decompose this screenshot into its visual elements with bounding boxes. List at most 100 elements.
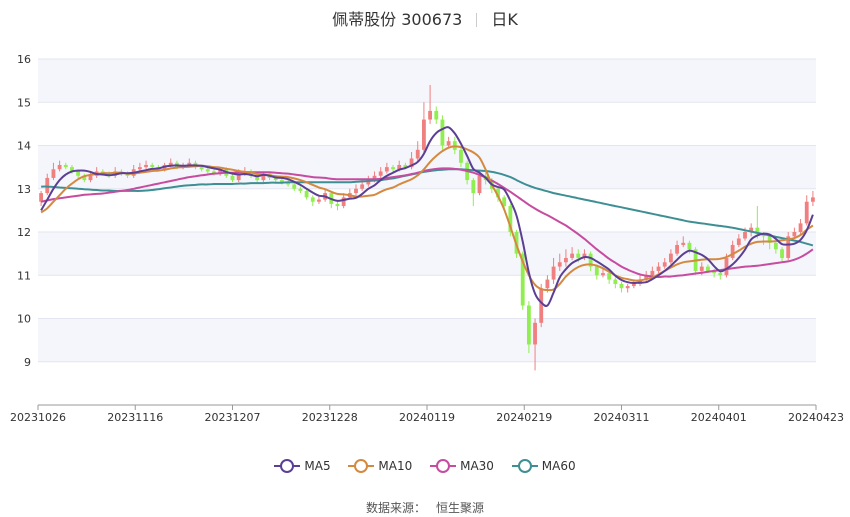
x-tick-label: 20240119 (399, 411, 455, 424)
candle (212, 169, 216, 176)
legend-item-ma60[interactable]: MA60 (511, 459, 576, 473)
candle (57, 160, 62, 172)
candle-body (150, 164, 155, 168)
candle-body (810, 197, 815, 202)
candle (434, 106, 439, 124)
candle-body (502, 197, 507, 207)
legend-marker-ma5 (274, 459, 301, 473)
candle-body (749, 227, 754, 232)
chart-legend: MA5 MA10 MA30 MA60 (0, 459, 850, 476)
candle-body (780, 249, 784, 258)
candle-body (144, 164, 148, 168)
candle-body (730, 244, 735, 258)
source-value: 恒生聚源 (436, 501, 485, 515)
candle (619, 281, 624, 293)
candle (459, 147, 463, 168)
candle (613, 277, 618, 289)
candle (792, 227, 797, 239)
candle (557, 253, 562, 271)
candle-body (724, 257, 729, 276)
candle (570, 247, 575, 261)
candle (736, 234, 741, 248)
candle-body (218, 169, 223, 174)
x-tick-label: 20240219 (496, 411, 552, 424)
y-tick-label: 14 (17, 140, 31, 153)
candle (415, 141, 420, 161)
candle-body (576, 253, 581, 258)
candle-body (804, 201, 809, 224)
candle-body (656, 266, 661, 271)
candle (582, 249, 587, 261)
candle-body (57, 164, 62, 170)
candle-body (545, 279, 550, 289)
candle (625, 283, 630, 293)
chart-period[interactable]: 日K (491, 10, 518, 29)
candle-body (712, 270, 717, 274)
x-tick-label: 20231228 (302, 411, 358, 424)
candle-body (421, 119, 426, 150)
candle-body (125, 173, 130, 176)
candle (51, 162, 56, 181)
data-source: 数据来源： 恒生聚源 (0, 499, 850, 516)
candle-body (699, 266, 704, 271)
candle (310, 195, 315, 207)
candle-body (434, 110, 439, 120)
title-separator (476, 13, 478, 27)
candle-body (508, 206, 513, 232)
x-tick-label: 20231026 (10, 411, 66, 424)
legend-label-ma5: MA5 (304, 459, 331, 473)
candle (551, 257, 556, 284)
candle (205, 167, 210, 174)
candle-body (199, 167, 204, 170)
candle-body (428, 110, 433, 120)
chart-title: 佩蒂股份 300673 (332, 10, 463, 29)
candle-body (391, 167, 395, 170)
ma30-line (40, 167, 814, 278)
legend-label-ma60: MA60 (541, 459, 576, 473)
candle-body (360, 184, 365, 189)
grid-band (38, 59, 816, 103)
candle (656, 262, 661, 274)
candle-body (187, 162, 192, 165)
candle-body (668, 253, 673, 263)
y-tick-label: 13 (17, 183, 31, 196)
candle (780, 247, 784, 263)
candle (786, 232, 791, 261)
candle-body (564, 257, 568, 263)
candle (63, 162, 68, 170)
candle (446, 136, 451, 148)
candle (539, 283, 544, 328)
candle-body (255, 175, 260, 181)
y-tick-label: 10 (17, 313, 31, 326)
candle-body (310, 197, 315, 202)
legend-item-ma30[interactable]: MA30 (430, 459, 494, 473)
candle-body (354, 188, 358, 194)
candle-body (341, 197, 346, 207)
legend-item-ma10[interactable]: MA10 (348, 459, 412, 473)
candle (533, 318, 537, 371)
ma5-line (40, 126, 814, 308)
candle-body (286, 182, 290, 185)
candle-body (397, 164, 402, 170)
candle-body (378, 171, 383, 176)
candle-body (76, 171, 81, 176)
candle-body (403, 164, 408, 168)
candle (230, 173, 235, 183)
candle (249, 169, 253, 178)
x-tick-label: 20240423 (788, 411, 844, 424)
candle (810, 190, 815, 207)
candle-body (82, 175, 87, 181)
candle-body (773, 242, 778, 250)
candle-body (230, 175, 235, 181)
legend-marker-ma30 (430, 459, 457, 473)
y-tick-label: 12 (17, 226, 31, 239)
candle (384, 162, 389, 174)
candle-body (292, 184, 297, 189)
chart-title-bar: 佩蒂股份 300673 日K (0, 6, 850, 30)
candle-body (650, 270, 655, 276)
candle (354, 184, 358, 196)
candle-body (205, 169, 210, 172)
candle (668, 249, 673, 265)
legend-item-ma5[interactable]: MA5 (274, 459, 331, 473)
legend-marker-ma60 (511, 459, 538, 473)
